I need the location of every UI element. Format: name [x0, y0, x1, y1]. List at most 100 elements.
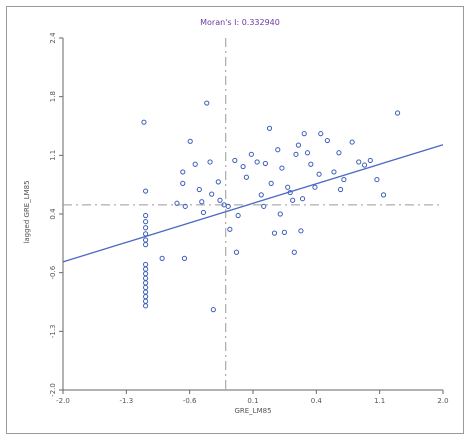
data-point: [299, 196, 306, 202]
data-point: [180, 169, 186, 175]
data-point: [143, 219, 149, 225]
data-point: [281, 229, 287, 235]
x-tick-label: 0.1: [247, 397, 258, 405]
data-point: [293, 151, 299, 157]
data-point: [182, 203, 188, 209]
data-point: [159, 255, 165, 261]
data-point: [356, 159, 362, 165]
scatter-chart: Moran's I: 0.332940 -2.0 -1.3 -0.6 0.1 0.4 1.…: [23, 18, 449, 415]
x-tick-label: -0.6: [183, 397, 197, 405]
data-point: [143, 284, 149, 291]
points-group: [141, 100, 401, 313]
data-point: [143, 242, 149, 248]
data-point: [180, 180, 186, 186]
y-tick-label: 2.4: [49, 32, 57, 44]
data-point: [324, 137, 330, 144]
data-point: [232, 157, 238, 164]
data-point: [143, 303, 149, 309]
data-point: [225, 203, 231, 209]
data-point: [318, 131, 324, 137]
data-point: [290, 197, 296, 203]
data-point: [316, 171, 322, 177]
data-point: [271, 230, 278, 236]
x-tick-label: -1.3: [119, 397, 133, 405]
y-axis-label: lagged GRE_LM85: [23, 180, 31, 243]
data-point: [374, 176, 380, 183]
data-point: [181, 255, 188, 261]
data-point: [204, 100, 210, 106]
data-point: [336, 150, 342, 156]
data-point: [143, 188, 149, 194]
x-tick-label: 0.4: [311, 397, 323, 405]
regression-line-group: [62, 144, 444, 263]
data-point: [279, 165, 285, 171]
y-tick-label: -1.3: [49, 324, 57, 338]
data-point: [308, 161, 314, 167]
data-point: [217, 197, 223, 203]
data-point: [174, 200, 180, 206]
data-point: [243, 174, 249, 180]
y-tick-label: -0.6: [49, 265, 57, 279]
x-tick-label: 2.0: [437, 397, 448, 405]
data-point: [295, 142, 302, 148]
data-point: [301, 131, 307, 137]
data-point: [235, 212, 241, 219]
data-point: [367, 157, 373, 164]
data-point: [266, 125, 273, 131]
x-tick-label: 1.1: [374, 397, 385, 405]
data-point: [143, 231, 149, 237]
data-point: [337, 186, 344, 193]
data-point: [210, 307, 216, 313]
data-point: [143, 289, 149, 295]
data-point: [341, 176, 347, 183]
data-point: [254, 159, 260, 165]
y-tick-label: 0.4: [49, 208, 57, 220]
data-point: [312, 184, 318, 190]
chart-frame: Moran's I: 0.332940 -2.0 -1.3 -0.6 0.1 0.4 1.…: [6, 6, 464, 434]
data-point: [268, 180, 274, 186]
data-point: [277, 211, 283, 217]
data-point: [143, 225, 149, 231]
data-point: [187, 138, 193, 144]
data-point: [361, 162, 368, 168]
data-point: [199, 199, 205, 205]
data-point: [262, 160, 268, 167]
data-point: [143, 212, 149, 219]
regression-line: [62, 144, 444, 263]
data-point: [275, 147, 281, 153]
data-point: [192, 161, 198, 167]
data-point: [143, 275, 149, 281]
data-point: [394, 110, 401, 116]
x-ticks: -2.0 -1.3 -0.6 0.1 0.4 1.1 2.0: [56, 390, 449, 405]
data-point: [240, 163, 246, 170]
data-point: [285, 184, 291, 190]
x-tick-label: -2.0: [56, 397, 70, 405]
data-point: [209, 191, 215, 197]
data-point: [287, 189, 293, 196]
data-point: [349, 139, 355, 145]
y-tick-label: -2.0: [49, 383, 57, 397]
y-tick-label: 1.8: [49, 91, 57, 102]
data-point: [143, 280, 149, 286]
data-point: [196, 186, 202, 193]
data-point: [143, 237, 149, 243]
y-ticks: -2.0 -1.3 -0.6 0.4 1.1 1.8 2.4: [49, 32, 63, 397]
y-tick-label: 1.1: [49, 150, 57, 161]
data-point: [298, 228, 304, 234]
data-point: [141, 119, 147, 125]
data-point: [143, 266, 149, 272]
data-point: [143, 298, 149, 304]
data-point: [233, 249, 240, 255]
data-point: [143, 261, 149, 268]
data-point: [143, 271, 149, 277]
data-point: [227, 226, 233, 232]
data-point: [215, 179, 221, 185]
x-axis-label: GRE_LM85: [234, 407, 271, 415]
data-point: [261, 203, 267, 209]
data-point: [380, 192, 387, 198]
data-point: [143, 294, 149, 300]
chart-title: Moran's I: 0.332940: [200, 18, 280, 27]
data-point: [304, 150, 311, 156]
data-point: [248, 151, 254, 157]
data-point: [207, 159, 213, 165]
